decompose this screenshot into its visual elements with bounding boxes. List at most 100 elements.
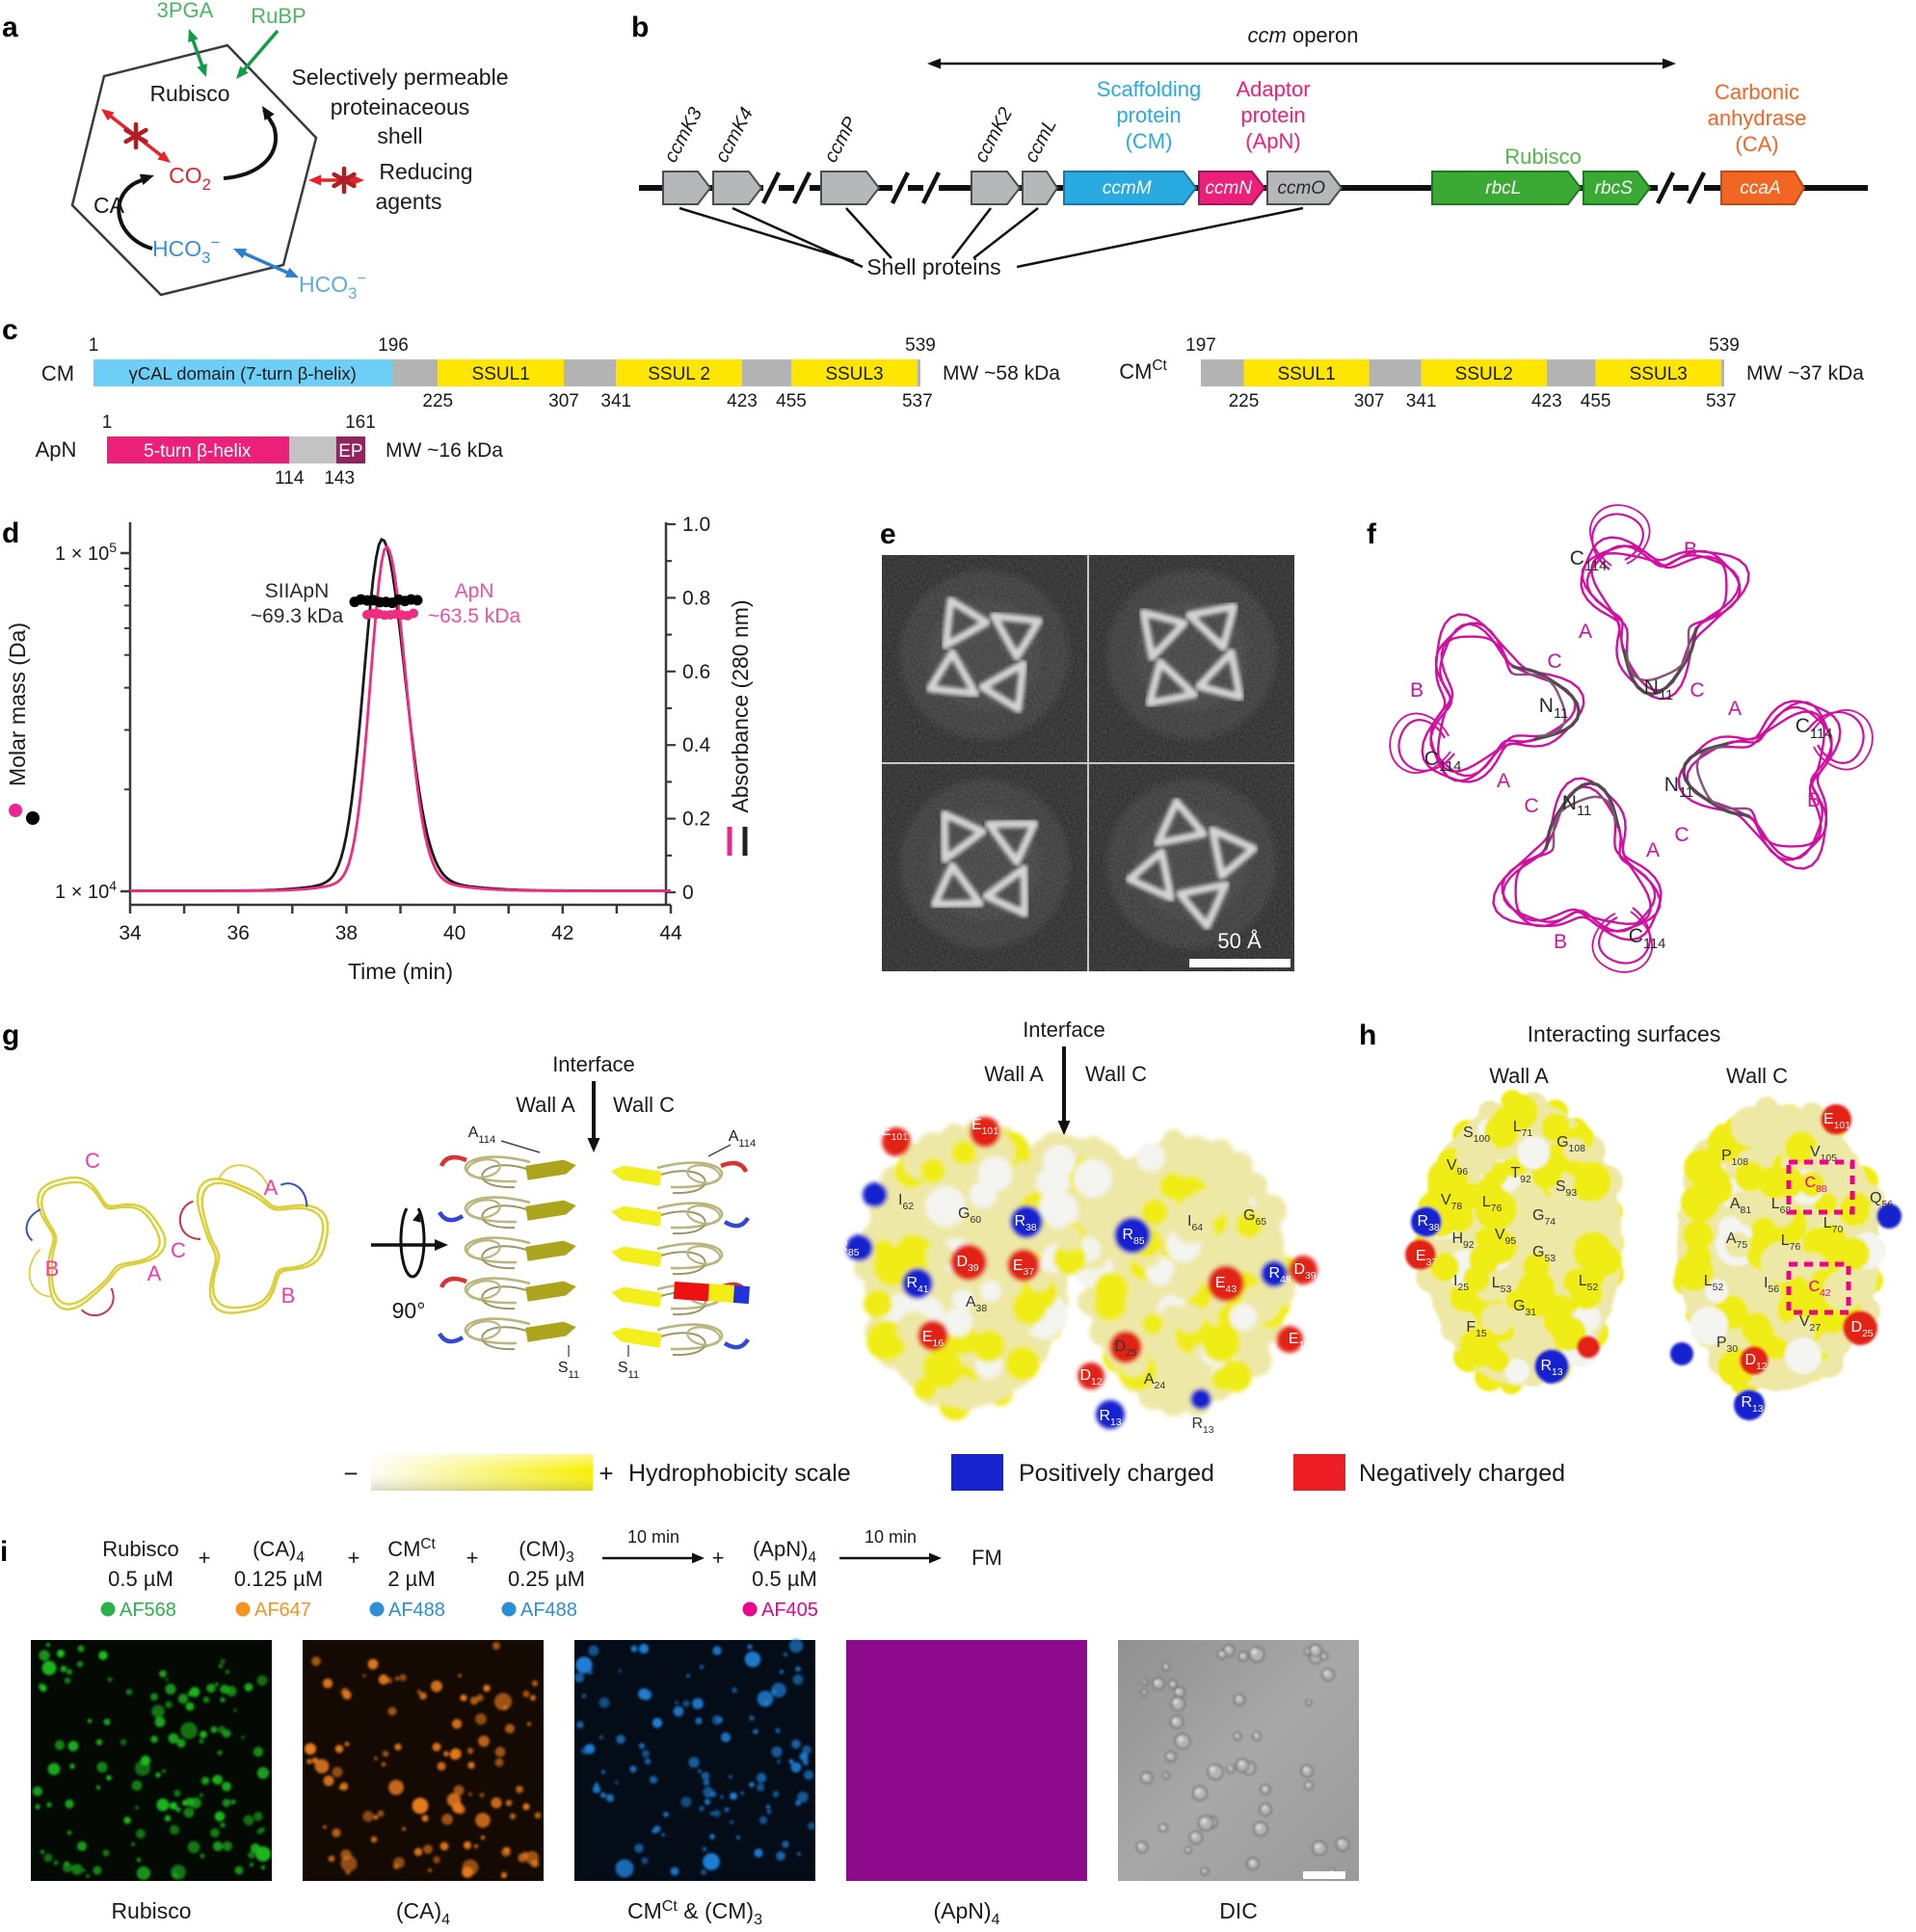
svg-text:Wall C: Wall C [1085, 1062, 1147, 1086]
svg-text:A: A [1646, 839, 1660, 861]
svg-text:+: + [199, 1546, 211, 1570]
svg-text:307: 307 [1354, 391, 1385, 411]
svg-text:1 × 104: 1 × 104 [55, 878, 117, 903]
svg-text:c: c [2, 314, 18, 346]
svg-text:0.25 µM: 0.25 µM [508, 1567, 585, 1591]
svg-text:B: B [1410, 679, 1424, 701]
svg-text:196: 196 [378, 335, 409, 356]
svg-text:h: h [1359, 1019, 1376, 1051]
svg-text:ccmN: ccmN [1205, 178, 1252, 198]
svg-text:+: + [712, 1546, 725, 1570]
svg-text:C: C [1524, 795, 1538, 817]
svg-text:g: g [2, 1019, 19, 1051]
svg-text:Interface: Interface [552, 1052, 635, 1076]
svg-text:1: 1 [89, 335, 99, 356]
svg-text:Rubisco: Rubisco [111, 1898, 191, 1923]
svg-text:Shell proteins: Shell proteins [866, 254, 1000, 279]
svg-text:423: 423 [1531, 391, 1562, 411]
svg-text:1.0: 1.0 [682, 514, 710, 536]
svg-text:B: B [45, 1257, 60, 1281]
svg-text:0.5 µM: 0.5 µM [752, 1567, 817, 1591]
svg-text:protein: protein [1116, 103, 1181, 127]
svg-text:a: a [2, 12, 18, 43]
svg-text:C: C [85, 1149, 100, 1173]
svg-text:ccaA: ccaA [1740, 178, 1780, 198]
svg-text:ApN: ApN [455, 580, 494, 602]
svg-text:SSUL 2: SSUL 2 [648, 364, 710, 384]
svg-text:Wall A: Wall A [516, 1093, 575, 1117]
svg-text:B: B [281, 1284, 296, 1308]
svg-text:rbcL: rbcL [1485, 178, 1521, 198]
svg-text:Molar mass (Da): Molar mass (Da) [5, 622, 30, 786]
svg-text:3PGA: 3PGA [157, 0, 214, 22]
svg-text:Selectively permeable: Selectively permeable [291, 65, 508, 90]
svg-text:Interacting surfaces: Interacting surfaces [1528, 1021, 1721, 1046]
svg-text:B: B [1807, 789, 1821, 811]
svg-text:0.2: 0.2 [682, 808, 710, 831]
svg-text:A: A [1728, 698, 1742, 720]
svg-text:ccmO: ccmO [1277, 178, 1325, 198]
svg-text:225: 225 [422, 391, 453, 411]
svg-text:Wall A: Wall A [1489, 1064, 1549, 1088]
svg-text:C: C [171, 1238, 186, 1262]
svg-text:307: 307 [548, 391, 579, 411]
svg-text:Wall C: Wall C [613, 1093, 675, 1117]
svg-text:EP: EP [338, 441, 362, 462]
svg-text:A: A [264, 1176, 279, 1200]
svg-text:0.8: 0.8 [682, 587, 710, 609]
svg-text:455: 455 [1581, 391, 1611, 411]
svg-text:36: 36 [227, 922, 250, 944]
svg-text:Hydrophobicity scale: Hydrophobicity scale [628, 1460, 851, 1487]
svg-text:ccmM: ccmM [1103, 178, 1152, 198]
svg-text:agents: agents [375, 189, 441, 214]
svg-text:FM: FM [971, 1546, 1002, 1570]
svg-text:+: + [466, 1546, 479, 1570]
svg-text:CMCt & (CM)3: CMCt & (CM)3 [627, 1897, 762, 1927]
svg-text:539: 539 [1709, 335, 1740, 356]
svg-text:455: 455 [776, 391, 807, 411]
svg-text:(ApN)4: (ApN)4 [933, 1898, 999, 1927]
svg-text:~63.5 kDa: ~63.5 kDa [428, 605, 521, 627]
svg-text:C: C [1690, 679, 1704, 701]
svg-text:38: 38 [335, 922, 358, 944]
svg-text:Reducing: Reducing [379, 159, 472, 184]
svg-text:SSUL1: SSUL1 [472, 364, 530, 384]
svg-text:Adaptor: Adaptor [1236, 77, 1310, 101]
svg-text:+: + [599, 1459, 613, 1488]
svg-text:10 min: 10 min [865, 1527, 917, 1547]
svg-text:Rubisco: Rubisco [102, 1537, 178, 1561]
svg-text:341: 341 [1406, 391, 1437, 411]
svg-text:114: 114 [275, 468, 305, 489]
svg-text:C: C [1674, 824, 1689, 846]
svg-text:+: + [348, 1546, 360, 1570]
svg-text:anhydrase: anhydrase [1708, 106, 1807, 130]
svg-text:40: 40 [443, 922, 466, 944]
svg-text:SIIApN: SIIApN [265, 580, 330, 602]
svg-text:rbcS: rbcS [1595, 178, 1633, 198]
svg-text:(ApN): (ApN) [1245, 129, 1300, 153]
svg-text:DIC: DIC [1219, 1898, 1258, 1923]
svg-text:SSUL2: SSUL2 [1455, 364, 1513, 384]
svg-text:C: C [1547, 650, 1561, 673]
svg-text:Positively charged: Positively charged [1019, 1460, 1214, 1487]
svg-text:Wall C: Wall C [1726, 1064, 1788, 1088]
svg-text:i: i [0, 1536, 8, 1568]
svg-text:143: 143 [324, 468, 355, 489]
svg-text:AF647: AF647 [254, 1600, 311, 1621]
svg-text:44: 44 [659, 922, 682, 944]
svg-text:B: B [1554, 931, 1567, 953]
svg-text:Scaffolding: Scaffolding [1097, 77, 1201, 101]
svg-text:197: 197 [1185, 335, 1216, 356]
svg-text:proteinaceous: proteinaceous [331, 94, 470, 119]
svg-text:SSUL3: SSUL3 [825, 364, 883, 384]
svg-text:γCAL domain (7-turn β-helix): γCAL domain (7-turn β-helix) [129, 363, 357, 384]
svg-text:423: 423 [727, 391, 758, 411]
svg-text:e: e [880, 518, 896, 550]
svg-text:Negatively charged: Negatively charged [1359, 1460, 1565, 1487]
svg-text:(CA)4: (CA)4 [396, 1898, 450, 1927]
svg-text:225: 225 [1229, 391, 1260, 411]
svg-text:2 µM: 2 µM [387, 1567, 435, 1591]
svg-text:−: − [343, 1459, 358, 1488]
svg-text:(CM): (CM) [1126, 129, 1173, 153]
svg-text:Interface: Interface [1023, 1018, 1105, 1042]
